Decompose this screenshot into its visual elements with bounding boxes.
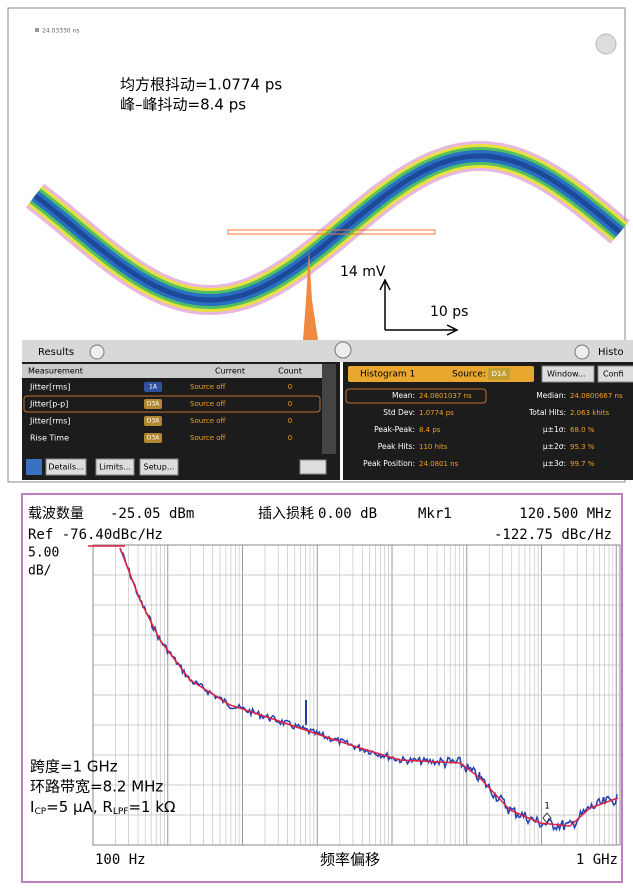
count: 0 [288,400,292,408]
current: Source off [190,417,226,425]
x-end: 1 GHz [576,852,618,868]
stat-label: µ±2σ: [543,442,566,451]
stat-value: 1.0774 ps [419,409,454,417]
horizontal-scale: 10 ps [430,304,468,320]
source: 1A [149,384,158,391]
results-tab[interactable]: Results [38,347,74,358]
histo-toggle[interactable] [575,345,589,359]
header-field: Mkr1 [418,506,452,522]
current: Source off [190,400,226,408]
header-field: 0.00 dB [318,506,377,522]
condition-note: ICP=5 µA, RLPF=1 kΩ [30,798,175,817]
column-header: Measurement [28,367,83,376]
ref-level: Ref -76.40dBc/Hz [28,527,163,543]
condition-part: =5 µA, R [46,798,113,816]
jitter-annotation: 峰–峰抖动=8.4 ps [120,96,246,114]
condition-note: 跨度=1 GHz [30,758,118,776]
stat-label: Peak Hits: [378,442,415,451]
count: 0 [288,417,292,425]
header-field: 载波数量 [28,506,84,522]
measurement[interactable]: Rise Time [30,434,69,443]
stat-label: Peak Position: [363,459,415,468]
button-label: Confi [603,370,624,379]
marker-value: -122.75 dBc/Hz [494,527,612,543]
x-start: 100 Hz [95,852,146,868]
layout-button[interactable] [300,460,326,474]
stat-label: µ±1σ: [543,425,566,434]
vertical-scale: 14 mV [340,264,386,280]
stat-value: 24.0801037 ns [419,392,472,400]
button-label: Details... [48,463,83,472]
source-label: Source: [452,370,486,380]
histo-source: D1A [492,370,507,378]
header-field: 插入损耗 [258,506,314,522]
column-header: Count [278,367,302,376]
stat-value: 24.0801 ns [419,460,459,468]
stat-label: Median: [536,391,566,400]
header-field: 120.500 MHz [519,506,612,522]
stat-value: 110 hits [419,443,448,451]
header-field: -25.05 dBm [110,506,194,522]
condition-note: 环路带宽=8.2 MHz [30,778,163,796]
scrollbar [322,364,336,454]
jitter-annotation: 均方根抖动=1.0774 ps [120,76,282,94]
button-label: Limits... [99,463,131,472]
measurement[interactable]: Jitter[rms] [29,383,70,392]
screenshot: 24.03330 ns 均方根抖动=1.0774 ps 峰–峰抖动=8.4 ps 14… [0,0,633,891]
button-label: Window... [547,370,585,379]
results-bar [22,340,633,362]
measurement[interactable]: Jitter[p-p] [29,400,68,409]
measurement[interactable]: Jitter[rms] [29,417,70,426]
stat-label: Total Hits: [528,408,566,417]
marker-label: 1 [544,802,549,812]
source: D3A [147,418,160,425]
x-label: 频率偏移 [320,851,380,869]
corner [35,28,39,32]
scale-unit: dB/ [28,564,51,579]
count: 0 [288,383,292,391]
stat-value: 24.0800667 ns [570,392,623,400]
timestamp: 24.03330 ns [42,28,79,35]
stat-value: 2.063 khits [570,409,609,417]
source: D3A [147,435,160,442]
results-toggle[interactable] [90,345,104,359]
count: 0 [288,434,292,442]
stat-value: 8.4 ps [419,426,441,434]
collapse[interactable] [335,342,351,358]
delete-button[interactable] [26,459,42,475]
condition-part: =1 kΩ [128,798,175,816]
stat-label: Std Dev: [383,408,415,417]
stat-label: Mean: [392,391,415,400]
source: D3A [147,401,160,408]
current: Source off [190,434,226,442]
current: Source off [190,383,226,391]
histo-tab[interactable]: Histo [598,347,624,358]
stat-value: 95.3 % [570,443,595,451]
stat-label: Peak-Peak: [374,425,415,434]
stat-value: 68.0 % [570,426,595,434]
tool-icon[interactable] [596,34,616,54]
column-header: Current [215,367,245,376]
button-label: Setup... [144,463,175,472]
analyzer-frame [22,494,622,882]
condition-part: LPF [113,807,129,817]
stat-value: 99.7 % [570,460,595,468]
stat-label: µ±3σ: [543,459,566,468]
histo-title: Histogram 1 [360,370,415,380]
scale: 5.00 [28,546,59,561]
condition-part: CP [34,807,46,817]
